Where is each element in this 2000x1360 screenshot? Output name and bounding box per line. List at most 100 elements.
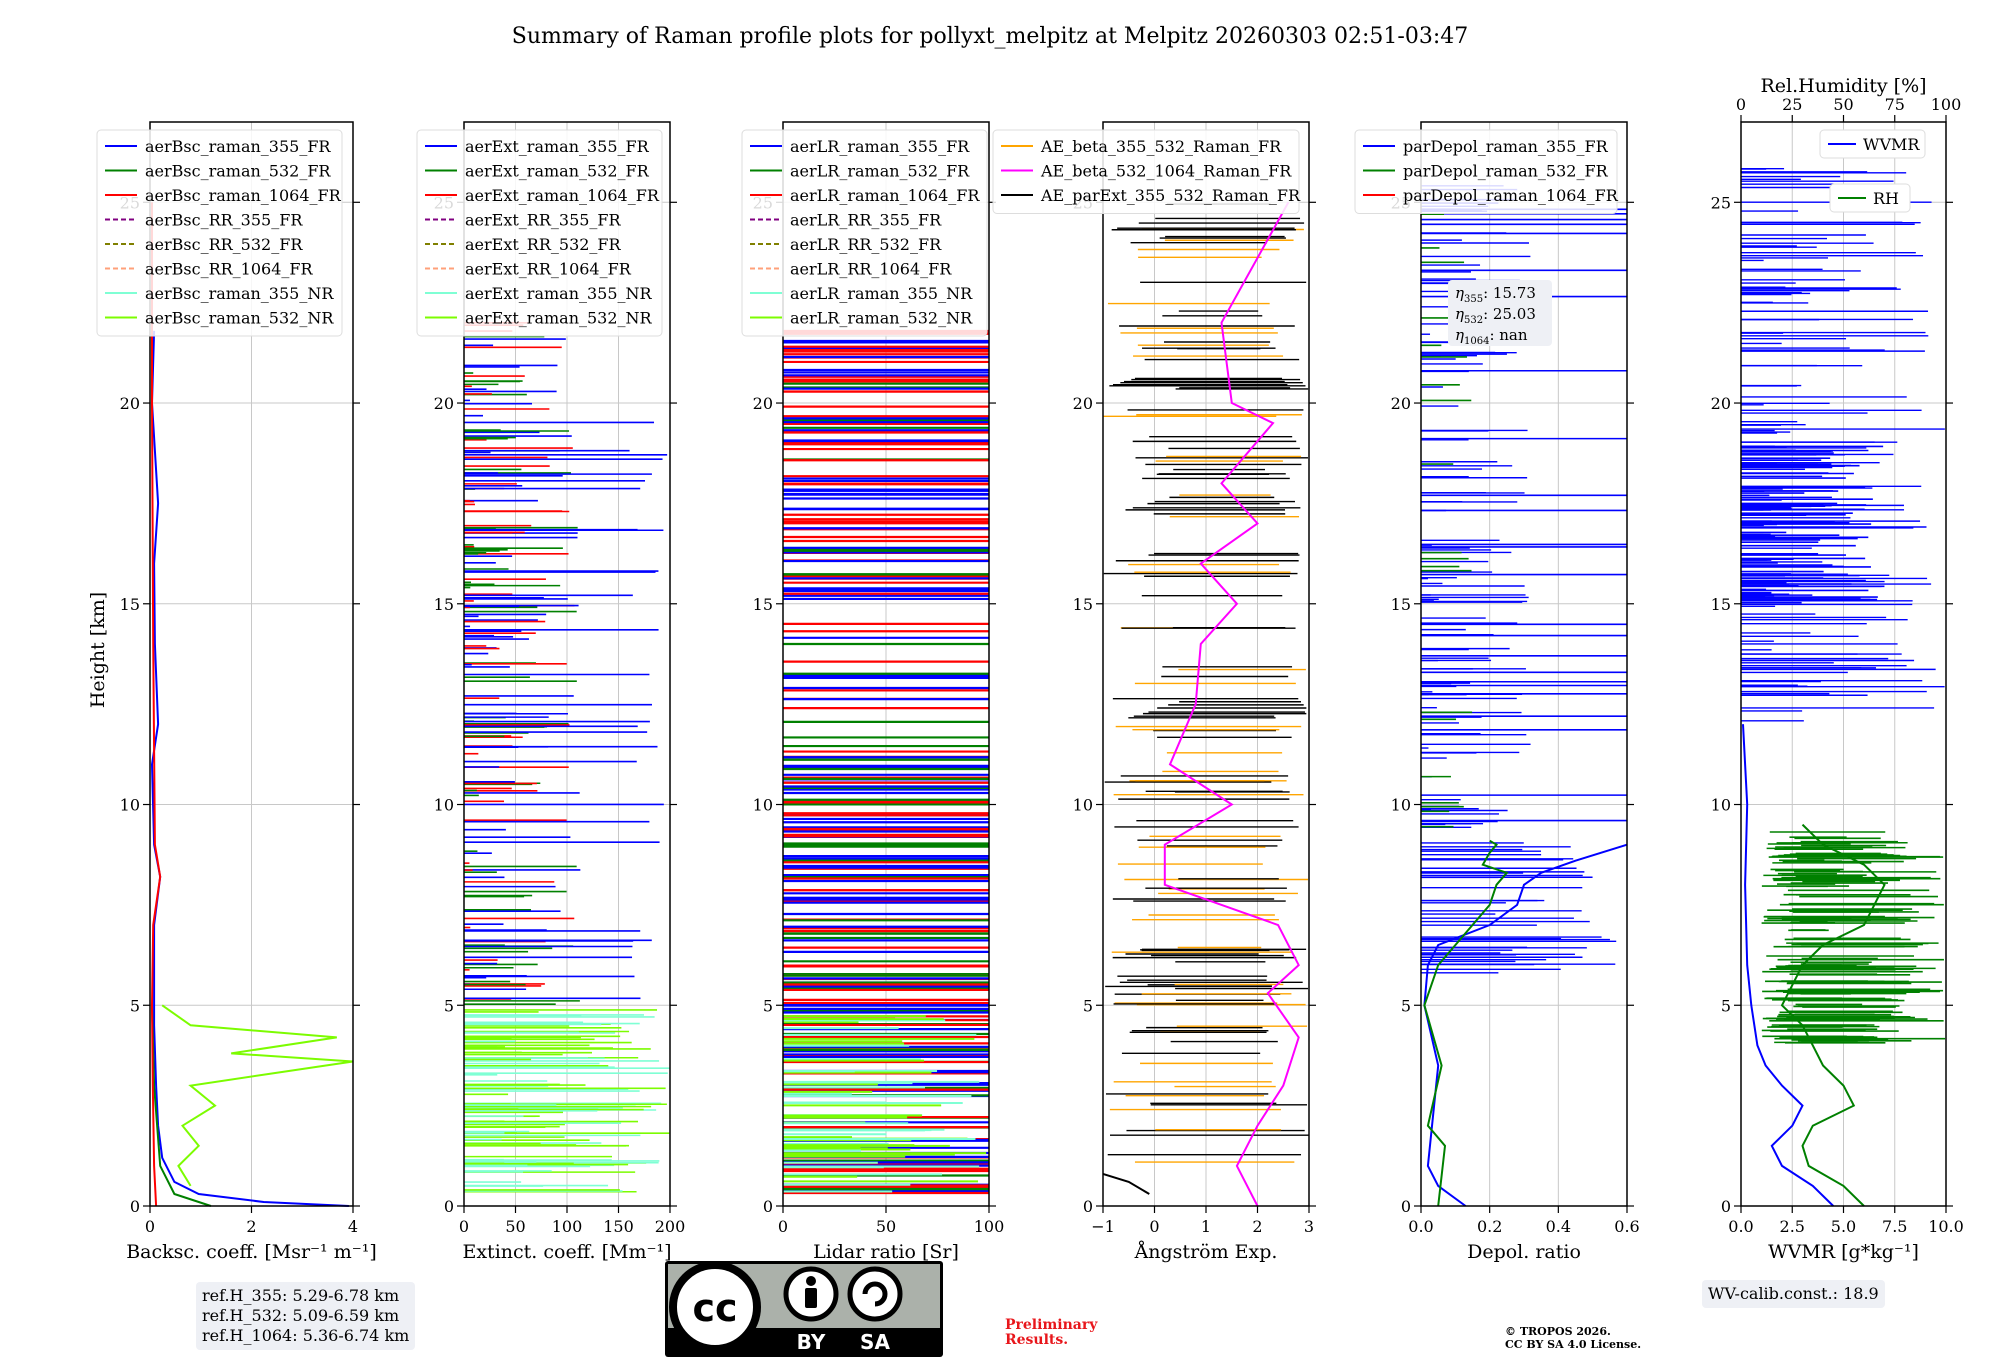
cc-by-label: BY	[797, 1330, 826, 1354]
wv-calib-box: WV-calib.const.: 18.9	[1702, 1280, 1885, 1308]
tick-label-y-bsc: 15	[120, 595, 140, 614]
tick-label-x-depol: 0.0	[1408, 1217, 1433, 1236]
legend-label-AE_beta_355_532_Raman_FR: AE_beta_355_532_Raman_FR	[1040, 137, 1282, 156]
tick-label-x-ang: 3	[1304, 1217, 1314, 1236]
tick-label-y-bsc: 20	[120, 394, 140, 413]
axes-frame-ext	[463, 121, 671, 1207]
legend-frame-wv	[1819, 129, 1926, 159]
eta-box-bg	[1448, 280, 1552, 346]
profile-texture-depol	[1421, 185, 1627, 974]
tick-label-x-wv: 0.0	[1728, 1217, 1753, 1236]
legend-frame-depol	[1354, 129, 1618, 214]
tick-label-x-ext: 50	[505, 1217, 525, 1236]
preliminary-line-1: Preliminary	[1005, 1317, 1098, 1333]
x-axis-label-ext: Extinct. coeff. [Mm⁻¹]	[462, 1241, 671, 1263]
legend-label-parDepol_raman_355_FR: parDepol_raman_355_FR	[1403, 137, 1609, 156]
series-line-parDepol_raman_532_FR	[1423, 839, 1509, 1207]
tick-label-y-ang: 10	[1073, 796, 1093, 815]
x-axis-label-wv: WVMR [g*kg⁻¹]	[1768, 1241, 1919, 1263]
legend-frame-ext	[416, 129, 663, 337]
legend-lr: aerLR_raman_355_FR aerLR_raman_532_FR aerL…	[741, 129, 988, 337]
series-line-aerBsc_raman_532_FR	[151, 1005, 212, 1207]
figure-title: Summary of Raman profile plots for polly…	[512, 24, 1469, 49]
legend-wv: WVMR RH	[1819, 129, 1926, 213]
legend-label-aerBsc_raman_1064_FR: aerBsc_raman_1064_FR	[145, 186, 342, 205]
tick-label-x-ang: −1	[1091, 1217, 1115, 1236]
legend-label-aerLR_RR_532_FR: aerLR_RR_532_FR	[790, 235, 942, 254]
eta-1064: η1064: nan	[1455, 326, 1528, 347]
tick-label-x-ext: 100	[552, 1217, 583, 1236]
panel-depol: 0.00.20.40.60510152025Depol. ratioparDep…	[1354, 121, 1640, 1263]
legend-frame-lr	[741, 129, 988, 337]
legend-label-RH: RH	[1873, 189, 1899, 208]
tick-label-y-ext: 5	[444, 996, 454, 1015]
legend-label-aerExt_raman_355_FR: aerExt_raman_355_FR	[465, 137, 650, 156]
tick-label-y-wv: 0	[1721, 1197, 1731, 1216]
sa-icon	[847, 1266, 903, 1322]
tick-label-y-wv: 25	[1711, 193, 1731, 212]
tick-label-y-ext: 15	[434, 595, 454, 614]
legend-label-AE_beta_532_1064_Raman_FR: AE_beta_532_1064_Raman_FR	[1040, 162, 1292, 181]
series-line-parDepol_raman_355_FR	[1423, 843, 1628, 1207]
legend-label-parDepol_raman_532_FR: parDepol_raman_532_FR	[1403, 162, 1609, 181]
legend-label-aerExt_RR_1064_FR: aerExt_RR_1064_FR	[465, 260, 632, 279]
tick-label-top-wv: 0	[1736, 95, 1746, 114]
series-line-AE_parExt_355_532_Raman_FR	[1102, 1172, 1150, 1195]
tick-label-y-depol: 15	[1391, 595, 1411, 614]
tick-label-y-depol: 0	[1401, 1197, 1411, 1216]
y-axis-label: Height [km]	[87, 592, 109, 708]
legend-label-aerExt_RR_355_FR: aerExt_RR_355_FR	[465, 211, 622, 230]
axes-frame-bsc	[149, 121, 354, 1207]
top-axis-label-wv: Rel.Humidity [%]	[1760, 75, 1926, 97]
legend-label-aerLR_RR_355_FR: aerLR_RR_355_FR	[790, 211, 942, 230]
legend-label-aerLR_raman_532_NR: aerLR_raman_532_NR	[790, 309, 973, 328]
series-line-RH	[1780, 823, 1886, 1207]
ref-height-1064: ref.H_1064: 5.36-6.74 km	[202, 1326, 410, 1345]
tick-label-x-ang: 0	[1149, 1217, 1159, 1236]
legend-label-AE_parExt_355_532_Raman_FR: AE_parExt_355_532_Raman_FR	[1040, 186, 1301, 205]
tick-label-y-bsc: 0	[130, 1197, 140, 1216]
eta-355: η355: 15.73	[1455, 284, 1536, 305]
tick-label-x-lr: 50	[876, 1217, 896, 1236]
tick-label-x-ext: 200	[655, 1217, 686, 1236]
panel-bsc: 0240510152025Backsc. coeff. [Msr⁻¹ m⁻¹]a…	[96, 121, 377, 1263]
tick-label-y-bsc: 10	[120, 796, 140, 815]
cc-icon	[669, 1261, 761, 1353]
legend-label-aerExt_raman_532_NR: aerExt_raman_532_NR	[465, 309, 653, 328]
tick-label-y-ang: 15	[1073, 595, 1093, 614]
legend-depol: parDepol_raman_355_FR parDepol_raman_532_…	[1354, 129, 1619, 214]
preliminary-note: Preliminary Results.	[1005, 1318, 1097, 1348]
ref-height-532: ref.H_532: 5.09-6.59 km	[202, 1306, 400, 1325]
cc-sa-label: SA	[860, 1330, 890, 1354]
tick-label-x-depol: 0.4	[1546, 1217, 1571, 1236]
series-line-aerBsc_raman_532_NR	[161, 1004, 354, 1187]
legend-label-aerLR_RR_1064_FR: aerLR_RR_1064_FR	[790, 260, 952, 279]
ref-height-box: ref.H_355: 5.29-6.78 km ref.H_532: 5.09-…	[196, 1282, 416, 1350]
copyright-note: © TROPOS 2026. CC BY SA 4.0 License.	[1505, 1325, 1641, 1351]
axes-frame-ang	[1102, 121, 1310, 1207]
legend-label-aerLR_raman_355_FR: aerLR_raman_355_FR	[790, 137, 970, 156]
tick-label-x-ext: 0	[459, 1217, 469, 1236]
tick-label-x-ang: 2	[1252, 1217, 1262, 1236]
legend-label-parDepol_raman_1064_FR: parDepol_raman_1064_FR	[1403, 186, 1619, 205]
tick-label-y-lr: 0	[763, 1197, 773, 1216]
sa-icon-arrow	[862, 1281, 888, 1307]
tick-label-y-wv: 10	[1711, 796, 1731, 815]
tick-label-y-ext: 0	[444, 1197, 454, 1216]
legend-frame-bsc	[96, 129, 343, 337]
tick-label-y-wv: 20	[1711, 394, 1731, 413]
tick-label-top-wv: 50	[1833, 95, 1853, 114]
tick-label-y-depol: 5	[1401, 996, 1411, 1015]
cc-icon-letters: cc	[692, 1286, 737, 1330]
panel-lr: 0501000510152025Lidar ratio [Sr]aerLR_ra…	[741, 121, 1004, 1263]
tick-label-y-lr: 15	[753, 595, 773, 614]
axes-frame-lr	[782, 121, 990, 1207]
legend-ext: aerExt_raman_355_FR aerExt_raman_532_FRae…	[416, 129, 663, 337]
copyright-line-2: CC BY SA 4.0 License.	[1505, 1338, 1642, 1351]
profile-texture-wv	[1741, 167, 1946, 1044]
x-axis-label-depol: Depol. ratio	[1467, 1241, 1581, 1263]
series-line-WVMR	[1742, 724, 1835, 1207]
legend-label-aerBsc_raman_355_NR: aerBsc_raman_355_NR	[145, 284, 334, 303]
